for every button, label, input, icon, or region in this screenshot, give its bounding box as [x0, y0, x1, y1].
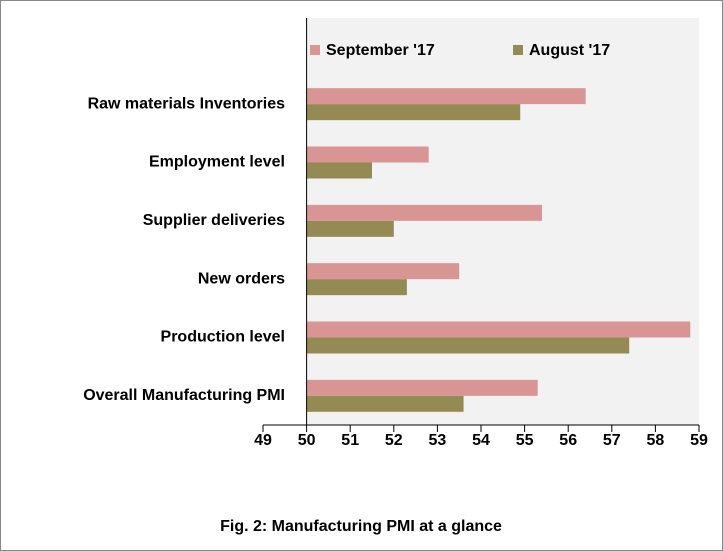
legend-swatch: [513, 45, 523, 55]
bar: [306, 220, 394, 237]
bar: [306, 104, 521, 121]
x-tick-label: 57: [603, 432, 621, 449]
x-tick-label: 51: [341, 432, 359, 449]
bar: [306, 162, 372, 179]
bar: [306, 279, 407, 296]
legend-label: August '17: [529, 42, 610, 59]
bar: [306, 379, 538, 396]
y-tick-label: Supplier deliveries: [143, 212, 285, 229]
y-tick-label: New orders: [198, 270, 285, 287]
bar: [306, 321, 691, 338]
x-tick-label: 54: [472, 432, 490, 449]
y-tick-label: Overall Manufacturing PMI: [83, 387, 285, 404]
bar: [306, 337, 630, 354]
x-tick-label: 49: [254, 432, 272, 449]
chart-title: Fig. 2: Manufacturing PMI at a glance: [220, 518, 502, 535]
x-tick-label: 59: [690, 432, 708, 449]
x-tick-label: 52: [385, 432, 403, 449]
bar: [306, 204, 543, 221]
x-tick-label: 56: [559, 432, 577, 449]
y-tick-label: Raw materials Inventories: [88, 95, 286, 112]
bar: [306, 263, 460, 280]
legend-swatch: [310, 45, 320, 55]
bar: [306, 146, 429, 163]
x-tick-label: 50: [298, 432, 316, 449]
legend-label: September '17: [326, 42, 435, 59]
x-tick-label: 53: [429, 432, 447, 449]
x-tick-label: 58: [647, 432, 665, 449]
y-tick-label: Production level: [161, 329, 285, 346]
bar: [306, 88, 586, 105]
y-tick-label: Employment level: [149, 154, 285, 171]
bar: [306, 395, 464, 412]
x-tick-label: 55: [516, 432, 534, 449]
